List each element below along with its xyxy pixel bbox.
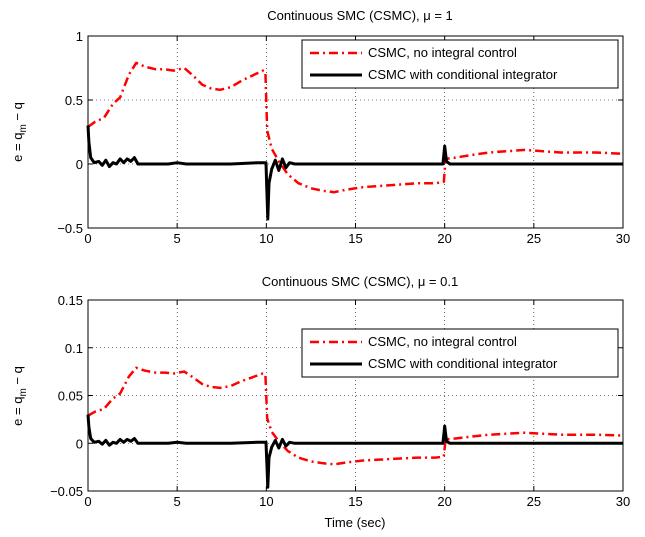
top-ylabel: e = qm − q [10,102,29,162]
top-title: Continuous SMC (CSMC), μ = 1 [267,8,453,23]
top-xtick-label: 5 [174,231,181,246]
top-xtick-label: 25 [527,231,541,246]
top-xtick-label: 10 [259,231,273,246]
bottom-legend-label-red: CSMC, no integral control [368,334,517,349]
bottom-xtick-label: 15 [348,494,362,509]
bottom-legend-label-black: CSMC with conditional integrator [368,356,558,371]
top-legend: CSMC, no integral control CSMC with cond… [301,39,619,89]
bottom-ytick-label: 0.1 [65,341,83,356]
bottom-ytick-label: 0.15 [58,293,83,308]
bottom-xtick-label: 30 [616,494,630,509]
bottom-ytick-label: 0.05 [58,389,83,404]
top-xtick-label: 15 [348,231,362,246]
top-ytick-label: 0.5 [65,93,83,108]
top-xtick-label: 20 [437,231,451,246]
bottom-xtick-label: 10 [259,494,273,509]
bottom-series [86,366,624,489]
bottom-xtick-label: 20 [437,494,451,509]
bottom-series-no-integral-line [87,366,624,466]
bottom-legend: CSMC, no integral control CSMC with cond… [301,328,619,378]
top-series [86,61,624,221]
bottom-ticks: 0 5 10 15 20 25 300.150.10.050−0.05 [50,293,630,509]
bottom-ytick-label: −0.05 [50,484,83,499]
bottom-xtick-label: 5 [174,494,181,509]
top-ytick-label: 1 [76,29,83,44]
top-ytick-label: 0 [76,157,83,172]
top-series-no-integral-line [87,61,624,194]
top-xtick-label: 0 [84,231,91,246]
top-legend-box [301,39,619,89]
top-series-integrator-line [86,125,623,221]
top-legend-label-black: CSMC with conditional integrator [368,67,558,82]
bottom-title: Continuous SMC (CSMC), μ = 0.1 [262,274,458,289]
bottom-ytick-label: 0 [76,436,83,451]
top-legend-label-red: CSMC, no integral control [368,45,517,60]
bottom-series-integrator-line [86,414,623,489]
bottom-xlabel: Time (sec) [325,515,386,530]
bottom-xtick-label: 25 [527,494,541,509]
top-xtick-label: 30 [616,231,630,246]
bottom-legend-box [301,328,619,378]
bottom-ylabel: e = qm − q [10,366,29,426]
top-ytick-label: −0.5 [57,221,83,236]
top-panel: Continuous SMC (CSMC), μ = 1 0 5 10 15 20 25 3… [10,8,630,246]
bottom-xtick-label: 0 [84,494,91,509]
bottom-panel: Continuous SMC (CSMC), μ = 0.1 0 5 10 15 20 2… [10,274,630,530]
